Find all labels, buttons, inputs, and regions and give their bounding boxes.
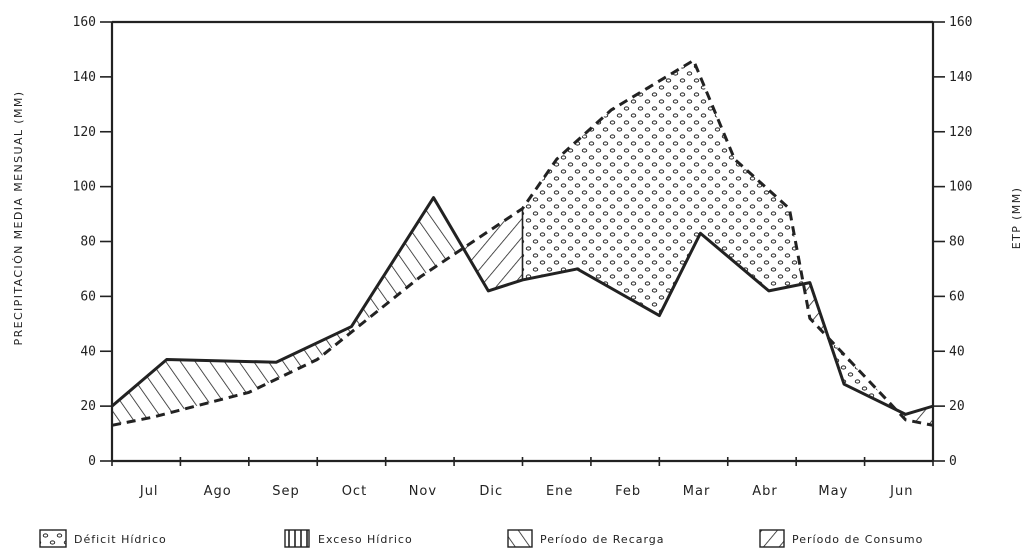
legend-swatch-recarga [507,529,533,548]
month-label-may: May [818,484,848,499]
precipitation-line [111,196,934,416]
legend-swatch-consumo [759,529,785,548]
legend-swatch-deficit [39,529,67,548]
legend-label-deficit: Déficit Hídrico [74,533,167,546]
month-label-ago: Ago [204,484,232,499]
month-label-nov: Nov [409,484,437,499]
left-tick-label: 80 [80,235,96,250]
month-label-dic: Dic [479,484,503,499]
right-tick-label: 0 [949,454,957,469]
left-tick-label: 120 [73,125,96,140]
left-tick-label: 0 [88,454,96,469]
legend-item-exceso: Exceso Hídrico [284,529,413,548]
consumo-area-b-1 [896,406,933,426]
deficit-area-0 [522,60,804,316]
right-tick-label: 20 [949,399,965,414]
month-label-feb: Feb [615,484,641,499]
right-tick-label: 120 [949,125,972,140]
month-label-sep: Sep [272,484,300,499]
right-axis-title: ETP (MM) [1010,187,1023,250]
left-tick-label: 40 [80,344,96,359]
legend: Déficit Hídrico Exceso Hídrico Período d… [39,529,923,548]
legend-label-exceso: Exceso Hídrico [318,533,413,546]
etp-line [111,58,934,427]
recarga-area-0 [112,197,464,426]
legend-label-consumo: Período de Consumo [792,533,923,546]
right-tick-label: 40 [949,344,965,359]
legend-item-deficit: Déficit Hídrico [39,529,167,548]
right-tick-label: 80 [949,235,965,250]
month-label-ene: Ene [546,484,573,499]
month-label-jun: Jun [889,484,913,499]
right-tick-label: 60 [949,289,965,304]
right-tick-label: 140 [949,70,972,85]
left-tick-label: 160 [73,15,96,30]
month-label-jul: Jul [139,484,159,499]
left-tick-label: 140 [73,70,96,85]
month-label-mar: Mar [683,484,711,499]
left-tick-label: 20 [80,399,96,414]
left-tick-label: 100 [73,180,96,195]
left-axis-title: PRECIPITACIÓN MEDIA MENSUAL (MM) [12,91,25,346]
legend-swatch-exceso [284,529,310,548]
right-tick-label: 100 [949,180,972,195]
month-label-abr: Abr [752,484,778,499]
consumo-area-a-0 [463,208,523,291]
legend-item-consumo: Período de Consumo [759,529,923,548]
legend-label-recarga: Período de Recarga [540,533,665,546]
left-tick-label: 60 [80,289,96,304]
right-tick-label: 160 [949,15,972,30]
month-label-oct: Oct [342,484,367,499]
legend-item-recarga: Período de Recarga [507,529,665,548]
consumo-area-b-0 [803,282,829,339]
